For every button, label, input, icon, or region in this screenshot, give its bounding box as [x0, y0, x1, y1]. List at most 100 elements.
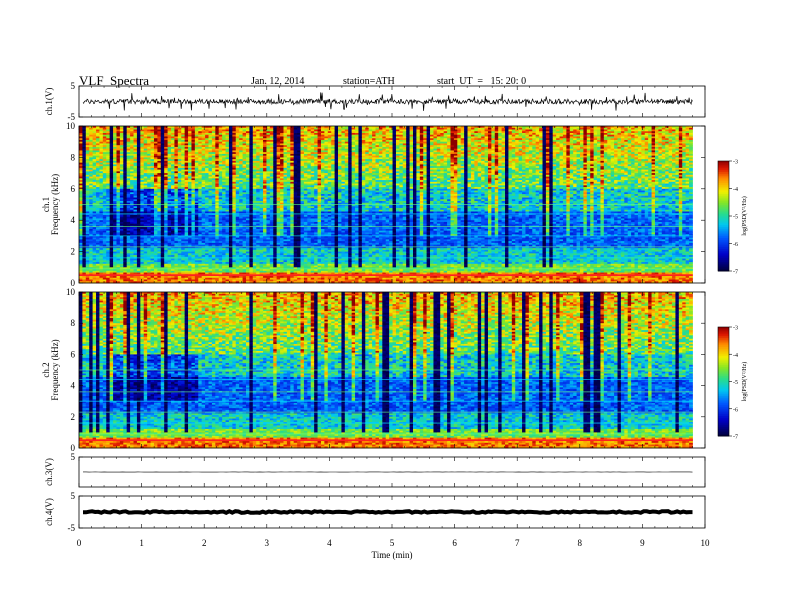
spectrogram-cell	[123, 207, 128, 211]
spectrogram-cell	[133, 171, 138, 174]
spectrogram-cell	[106, 237, 111, 240]
spectrogram-cell	[99, 166, 104, 169]
spectrogram-cell	[106, 166, 111, 169]
spectrogram-cell	[143, 164, 148, 167]
spectrogram-cell	[96, 173, 100, 176]
spectrogram-cell	[147, 155, 151, 158]
spectrogram-cell	[109, 216, 114, 219]
spectrogram-cell	[171, 202, 175, 205]
spectrogram-cell	[123, 192, 128, 195]
spectrogram-cell	[106, 160, 111, 164]
spectrogram-cell	[147, 127, 151, 130]
spectrogram-cell	[82, 157, 87, 160]
spectrogram-cell	[113, 192, 117, 195]
spectrogram-cell	[113, 249, 117, 252]
spectrogram-cell	[140, 220, 145, 223]
spectrogram-cell	[157, 162, 162, 165]
spectrogram-cell	[133, 134, 138, 137]
spectrogram-cell	[133, 262, 138, 265]
spectrogram-cell	[160, 164, 165, 167]
spectrogram-cell	[136, 146, 141, 150]
spectrogram-cell	[92, 195, 97, 198]
spectrogram-cell	[116, 272, 121, 275]
spectrogram-cell	[106, 260, 111, 263]
spectrogram-cell	[126, 129, 131, 132]
spectrogram-cell	[102, 141, 107, 144]
spectrogram-cell	[102, 246, 107, 249]
spectrogram-cell	[89, 181, 94, 184]
spectrogram-cell	[126, 269, 131, 272]
spectrogram-cell	[171, 169, 175, 172]
spectrogram-cell	[116, 152, 121, 155]
spectrogram-cell	[167, 139, 172, 143]
spectrogram-cell	[82, 160, 87, 164]
spectrogram-cell	[150, 262, 155, 265]
spectrogram-cell	[167, 258, 172, 261]
spectrogram-cell	[96, 216, 100, 219]
spectrogram-cell	[123, 281, 128, 284]
spectrogram-cell	[153, 155, 158, 158]
spectrogram-cell	[92, 173, 97, 176]
spectrogram-cell	[89, 279, 94, 282]
spectrogram-cell	[89, 262, 94, 265]
spectrogram-cell	[85, 145, 90, 148]
spectrogram-cell	[167, 232, 172, 235]
spectrogram-cell	[119, 202, 124, 205]
spectrogram-cell	[79, 281, 83, 284]
spectrogram-cell	[167, 180, 172, 183]
spectrogram-cell	[82, 262, 87, 265]
spectrogram-cell	[171, 235, 175, 239]
spectrogram-cell	[109, 227, 114, 230]
spectrogram-cell	[143, 171, 148, 174]
spectrogram-cell	[96, 155, 100, 158]
spectrogram-cell	[130, 146, 134, 150]
spectrogram-cell	[143, 157, 148, 160]
spectrogram-cell	[113, 127, 117, 130]
spectrogram-cell	[167, 176, 172, 179]
spectrogram-cell	[109, 258, 114, 261]
spectrogram-cell	[160, 204, 165, 207]
spectrogram-cell	[130, 218, 134, 221]
spectrogram-cell	[116, 141, 121, 144]
spectrogram-cell	[160, 138, 165, 141]
spectrogram-cell	[85, 244, 90, 247]
spectrogram-cell	[171, 148, 175, 151]
spectrogram-cell	[130, 228, 134, 232]
spectrogram-cell	[96, 150, 100, 153]
spectrogram-cell	[96, 241, 100, 244]
spectrogram-cell	[102, 255, 107, 258]
spectrogram-cell	[113, 185, 117, 188]
spectrogram-cell	[136, 136, 141, 139]
spectrogram-cell	[99, 265, 104, 268]
spectrogram-cell	[116, 187, 121, 190]
spectrogram-cell	[82, 209, 87, 212]
spectrogram-cell	[147, 239, 151, 242]
spectrogram-cell	[119, 253, 124, 256]
spectrogram-cell	[92, 183, 97, 186]
spectrogram-cell	[92, 148, 97, 151]
spectrogram-cell	[82, 202, 87, 205]
spectrogram-cell	[102, 174, 107, 177]
spectrogram-cell	[99, 153, 104, 157]
spectrogram-cell	[126, 138, 131, 141]
spectrogram-cell	[85, 150, 90, 153]
spectrogram-cell	[109, 159, 114, 162]
spectrogram-cell	[116, 221, 121, 225]
spectrogram-cell	[106, 132, 111, 136]
spectrogram-cell	[85, 216, 90, 219]
spectrogram-cell	[157, 190, 162, 193]
spectrogram-cell	[174, 181, 179, 184]
spectrogram-cell	[102, 220, 107, 223]
spectrogram-cell	[130, 270, 134, 273]
spectrogram-cell	[109, 150, 114, 153]
spectrogram-cell	[96, 181, 100, 184]
spectrogram-cell	[160, 152, 165, 155]
spectrogram-cell	[126, 181, 131, 184]
spectrogram-cell	[102, 194, 107, 197]
start-time-label: start UT = 15: 20: 0	[437, 76, 526, 87]
spectrogram-cell	[143, 244, 148, 247]
spectrogram-cell	[106, 244, 111, 247]
spectrogram-cell	[160, 150, 165, 153]
spectrogram-cell	[133, 174, 138, 177]
spectrogram-cell	[99, 244, 104, 247]
